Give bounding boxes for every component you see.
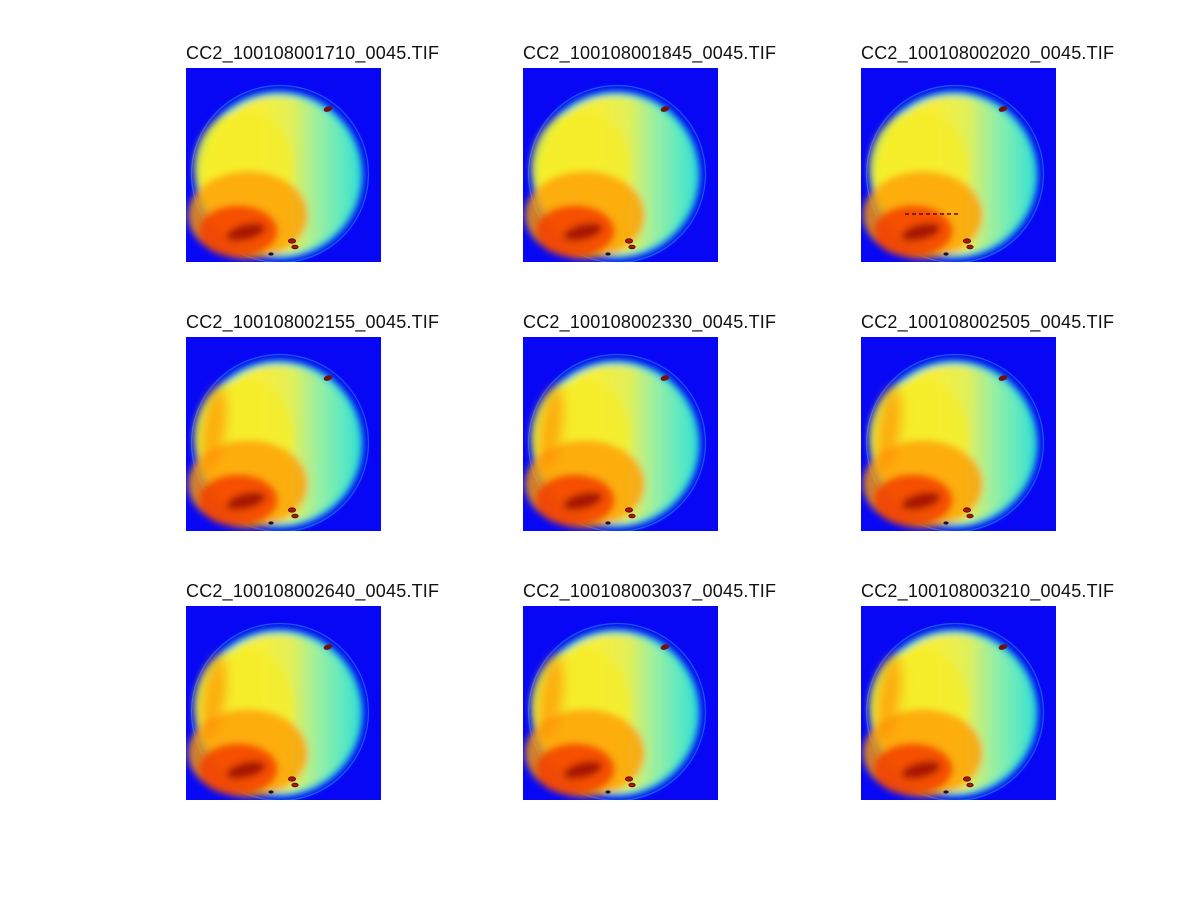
tile-title: CC2_100108003210_0045.TIF: [861, 581, 1115, 601]
heatmap-image: [523, 68, 718, 262]
image-tile: CC2_100108002505_0045.TIF: [861, 312, 1114, 531]
tile-title: CC2_100108002505_0045.TIF: [861, 312, 1115, 332]
tile-title: CC2_100108002155_0045.TIF: [186, 312, 440, 332]
image-tile: CC2_100108002640_0045.TIF: [186, 581, 439, 800]
image-tile: CC2_100108001710_0045.TIF: [186, 43, 439, 262]
image-tile: CC2_100108002155_0045.TIF: [186, 312, 439, 531]
heatmap-image: [186, 606, 381, 800]
tile-title: CC2_100108003037_0045.TIF: [523, 581, 777, 601]
image-tile: CC2_100108001845_0045.TIF: [523, 43, 776, 262]
image-tile: CC2_100108003210_0045.TIF: [861, 581, 1114, 800]
image-tile: CC2_100108003037_0045.TIF: [523, 581, 776, 800]
heatmap-image: [861, 68, 1056, 262]
tile-title: CC2_100108001710_0045.TIF: [186, 43, 440, 63]
tile-title: CC2_100108002020_0045.TIF: [861, 43, 1115, 63]
image-tile: CC2_100108002330_0045.TIF: [523, 312, 776, 531]
heatmap-image: [186, 68, 381, 262]
heatmap-image: [186, 337, 381, 531]
heatmap-image: [523, 337, 718, 531]
tile-title: CC2_100108001845_0045.TIF: [523, 43, 777, 63]
heatmap-image: [861, 337, 1056, 531]
tile-title: CC2_100108002640_0045.TIF: [186, 581, 440, 601]
image-tile: CC2_100108002020_0045.TIF: [861, 43, 1114, 262]
heatmap-image: [861, 606, 1056, 800]
tile-title: CC2_100108002330_0045.TIF: [523, 312, 777, 332]
heatmap-image: [523, 606, 718, 800]
